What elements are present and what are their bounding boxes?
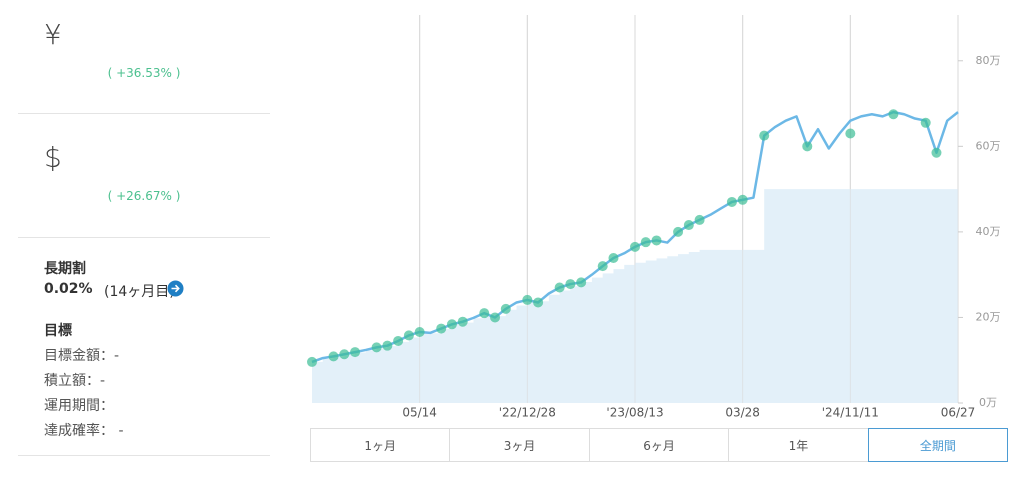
x-tick-label: 03/28: [725, 406, 760, 420]
separator: [18, 237, 270, 238]
goal-item: 積立額：-: [44, 373, 106, 389]
trade-point: [382, 340, 393, 351]
section-title: 目標: [44, 323, 72, 339]
trade-point: [920, 117, 931, 128]
trade-point: [490, 312, 501, 323]
trade-point: [737, 194, 748, 205]
trade-point: [683, 220, 694, 231]
currency-symbol: $: [44, 141, 62, 174]
trade-point: [845, 128, 856, 139]
trade-point: [371, 342, 382, 353]
range-selector: 1ヶ月 3ヶ月 6ヶ月 1年 全期間: [310, 428, 1009, 462]
trade-point: [350, 347, 361, 358]
currency-symbol: ¥: [44, 18, 62, 51]
change: ( +26.67% ): [107, 189, 181, 203]
chart: 05/14 '22/12/28 '23/08/13 03/28 '24/11/11 06/…: [307, 15, 1001, 420]
goal-item: 運用期間：: [44, 398, 114, 414]
trade-point: [630, 241, 640, 252]
trade-point: [597, 261, 608, 272]
y-tick-label: 40万: [976, 225, 1001, 238]
trade-point: [726, 196, 737, 207]
x-tick-label: '24/11/11: [822, 406, 879, 420]
trade-point: [436, 323, 447, 334]
y-tick-label: 60万: [976, 139, 1001, 152]
trade-point: [576, 277, 587, 288]
range-button[interactable]: 全期間: [867, 428, 1009, 462]
trade-point: [500, 303, 511, 314]
trade-point: [414, 326, 425, 337]
discount-rate: 0.02%: [44, 281, 93, 297]
detail-icon[interactable]: [167, 280, 184, 297]
trade-point: [651, 235, 662, 246]
y-tick-label: 20万: [976, 310, 1001, 323]
trade-point: [393, 335, 404, 346]
range-button[interactable]: 6ヶ月: [588, 428, 730, 462]
trade-point: [802, 141, 813, 152]
discount-period: (14ヶ月目): [104, 284, 175, 300]
x-tick-label: '22/12/28: [499, 406, 556, 420]
trade-point: [533, 297, 544, 308]
trade-point: [554, 282, 565, 293]
trade-point: [403, 330, 414, 341]
goal-item: 達成確率： -: [44, 423, 124, 439]
trade-point: [522, 294, 533, 305]
range-button[interactable]: 3ヶ月: [449, 428, 590, 462]
trade-point: [565, 279, 576, 290]
trade-point: [328, 351, 339, 362]
trade-point: [608, 252, 619, 263]
separator: [18, 113, 270, 114]
trade-point: [640, 237, 651, 248]
separator: [18, 455, 270, 456]
range-button[interactable]: 1ヶ月: [310, 428, 451, 462]
trade-point: [479, 308, 490, 319]
trade-point: [673, 226, 684, 237]
trade-point: [694, 214, 705, 225]
x-tick-label: 06/27: [941, 406, 976, 420]
trade-point: [759, 130, 770, 141]
y-tick-label: 80万: [976, 54, 1001, 67]
trade-point: [931, 147, 942, 158]
trade-point: [888, 109, 899, 120]
trade-point: [307, 356, 317, 367]
trade-point: [457, 316, 468, 327]
x-tick-label: 05/14: [402, 406, 437, 420]
x-tick-label: '23/08/13: [606, 406, 663, 420]
section-title: 長期割: [44, 261, 86, 277]
y-tick-label: 0万: [979, 396, 997, 409]
change: ( +36.53% ): [107, 66, 181, 80]
trade-point: [446, 319, 457, 330]
trade-point: [339, 349, 350, 360]
range-button[interactable]: 1年: [728, 428, 869, 462]
goal-item: 目標金額：-: [44, 348, 120, 364]
